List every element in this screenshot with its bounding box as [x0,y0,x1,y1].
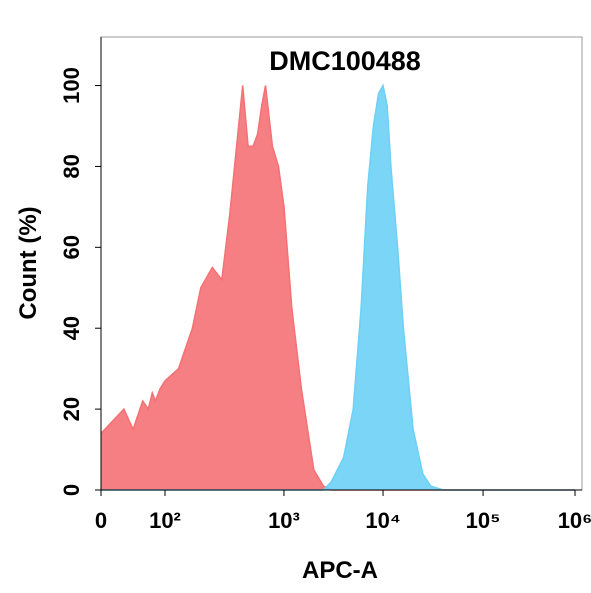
x-tick-label: 10⁶ [558,508,591,533]
area-fill [101,85,575,490]
y-tick-label: 60 [59,235,84,259]
y-tick-label: 20 [59,397,84,421]
y-tick-label: 40 [59,316,84,340]
x-tick-label: 10⁴ [365,508,400,533]
y-tick-label: 80 [59,154,84,178]
x-tick-label: 10⁵ [466,508,501,533]
x-tick-label: 10³ [268,508,300,533]
x-tick-label: 0 [95,508,107,533]
y-tick-label: 0 [59,484,84,496]
x-tick-label: 10² [149,508,181,533]
y-axis-label: Count (%) [15,206,42,319]
chart-title: DMC100488 [269,46,421,76]
y-tick-label: 100 [59,67,84,104]
x-axis-label: APC-A [302,557,378,584]
